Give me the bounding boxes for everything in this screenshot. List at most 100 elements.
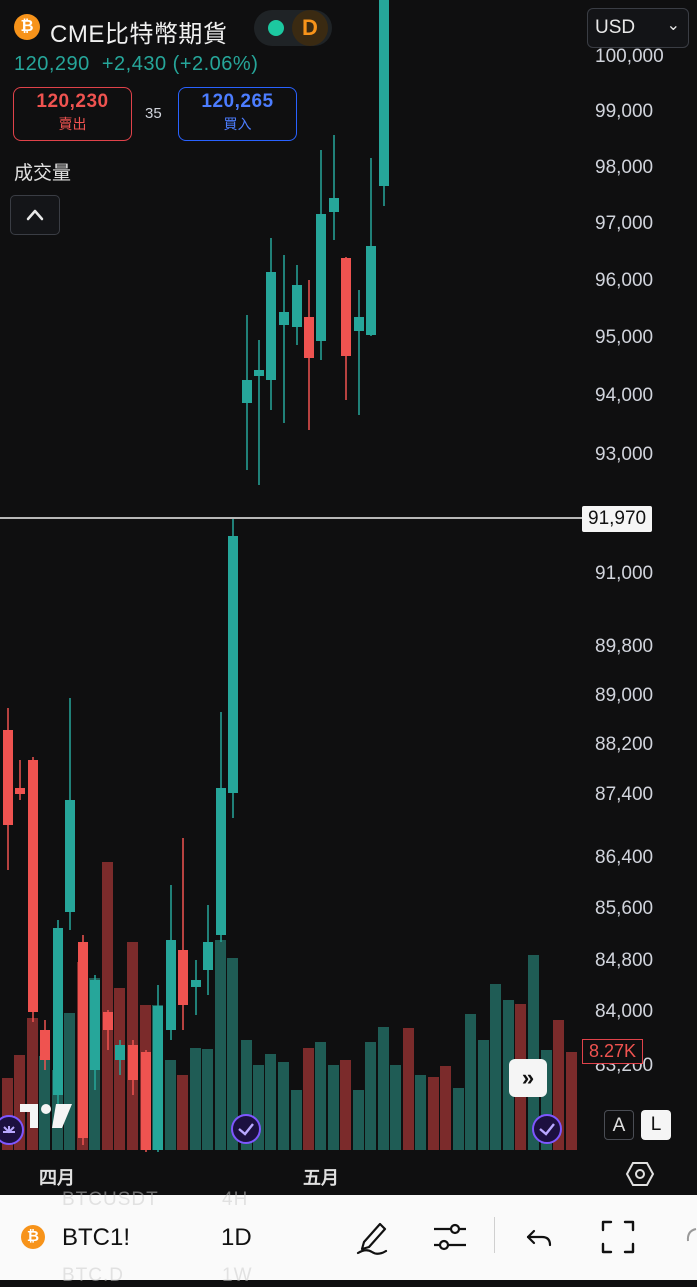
candle [128, 1045, 138, 1080]
volume-bar [278, 1062, 289, 1150]
volume-bar [378, 1027, 389, 1150]
candles [3, 0, 389, 1152]
price-axis-label: 84,000 [595, 1001, 654, 1022]
volume-bar [403, 1028, 414, 1150]
pen-icon[interactable] [352, 1217, 392, 1257]
bitcoin-icon: ₿ [14, 14, 40, 40]
interval-scroll-next: 1W [222, 1265, 253, 1286]
price-axis-label: 89,800 [595, 636, 654, 657]
volume-bar [215, 940, 226, 1150]
price-chart[interactable] [0, 0, 697, 1195]
volume-bar [227, 958, 238, 1150]
symbol-title[interactable]: CME比特幣期貨 [50, 21, 228, 48]
volume-last-label: 8.27K [582, 1039, 644, 1064]
market-status-pill[interactable]: D [254, 10, 332, 46]
volume-bar [503, 1000, 514, 1150]
price-axis-label: 84,800 [595, 950, 654, 971]
volume-bar [490, 984, 501, 1150]
price-axis-label: 88,200 [595, 734, 654, 755]
volume-bar [177, 1075, 188, 1150]
volume-bar [202, 1049, 213, 1150]
volume-bar [453, 1088, 464, 1150]
chart-settings-icon[interactable] [625, 1159, 655, 1189]
volume-bar [27, 1018, 38, 1150]
volume-bar [2, 1078, 13, 1150]
price-axis-label: 94,000 [595, 385, 654, 406]
fullscreen-icon[interactable] [600, 1219, 636, 1255]
candle [329, 198, 339, 212]
undo-icon[interactable] [524, 1221, 558, 1253]
symbol-selector[interactable]: BTC1! [62, 1224, 131, 1251]
spread-value: 35 [145, 105, 162, 122]
candle [242, 380, 252, 403]
candle [53, 928, 63, 1095]
chevron-down-icon: ⌄ [666, 17, 680, 34]
volume-bar [253, 1065, 264, 1150]
volume-indicator-label[interactable]: 成交量 [14, 163, 72, 184]
indicators-icon[interactable] [431, 1219, 469, 1257]
sell-price: 120,230 [36, 91, 109, 112]
toolbar-divider [494, 1217, 495, 1253]
candle [153, 1006, 163, 1150]
more-tools-icon[interactable] [684, 1225, 697, 1255]
candle [178, 950, 188, 1005]
volume-bar [303, 1048, 314, 1150]
volume-bar [102, 862, 113, 1150]
candle [115, 1045, 125, 1060]
price-axis-label: 99,000 [595, 101, 654, 122]
bottom-toolbar: BTCUSDT 4H BTC.D 1W ₿ BTC1! 1D [0, 1189, 697, 1286]
buy-price: 120,265 [201, 91, 274, 112]
candle [78, 942, 88, 1138]
event-marker-icon[interactable] [532, 1114, 562, 1144]
candle [266, 272, 276, 380]
currency-value: USD [595, 17, 636, 38]
candle [379, 0, 389, 186]
price-axis-label: 86,400 [595, 847, 654, 868]
event-marker-icon[interactable] [231, 1114, 261, 1144]
sell-button[interactable]: 120,230 賣出 [13, 87, 132, 141]
volume-bar [328, 1065, 339, 1150]
interval-selector[interactable]: 1D [221, 1224, 252, 1251]
volume-bar [265, 1054, 276, 1150]
candle [3, 730, 13, 825]
candle [304, 317, 314, 358]
candle [228, 536, 238, 793]
event-marker-icon[interactable] [0, 1115, 24, 1145]
volume-bar [14, 1055, 25, 1150]
candle [65, 800, 75, 912]
candle [28, 760, 38, 1012]
buy-label: 買入 [223, 116, 252, 132]
candle [366, 246, 376, 335]
volume-bars [2, 862, 577, 1150]
volume-bar [165, 1060, 176, 1150]
volume-bar [541, 1050, 552, 1150]
crosshair-price-label: 91,970 [582, 506, 653, 532]
volume-bar [241, 1040, 252, 1150]
scroll-to-realtime-button[interactable]: » [509, 1059, 547, 1097]
price-axis-label: 89,000 [595, 685, 654, 706]
candle [191, 980, 201, 987]
price-summary: 120,290 +2,430 (+2.06%) [14, 53, 258, 76]
volume-bar [353, 1090, 364, 1150]
auto-scale-button[interactable]: A [604, 1110, 634, 1140]
sell-label: 賣出 [58, 116, 87, 132]
collapse-legend-button[interactable] [10, 195, 60, 235]
candle [90, 980, 100, 1070]
price-change: +2,430 [101, 53, 167, 75]
currency-select[interactable]: USD ⌄ [587, 8, 689, 48]
volume-bar [566, 1052, 577, 1150]
candle [341, 258, 351, 356]
price-axis-label: 97,000 [595, 213, 654, 234]
log-scale-button[interactable]: L [641, 1110, 671, 1140]
symbol-scroll-prev: BTCUSDT [62, 1189, 159, 1210]
buy-button[interactable]: 120,265 買入 [178, 87, 297, 141]
price-axis-label: 85,600 [595, 898, 654, 919]
volume-bar [190, 1048, 201, 1150]
volume-bar [315, 1042, 326, 1150]
volume-bar [428, 1077, 439, 1150]
volume-bar [415, 1075, 426, 1150]
time-axis-label: 五月 [303, 1168, 339, 1188]
interval-scroll-prev: 4H [222, 1189, 249, 1210]
candle [40, 1030, 50, 1060]
candle [141, 1052, 151, 1150]
